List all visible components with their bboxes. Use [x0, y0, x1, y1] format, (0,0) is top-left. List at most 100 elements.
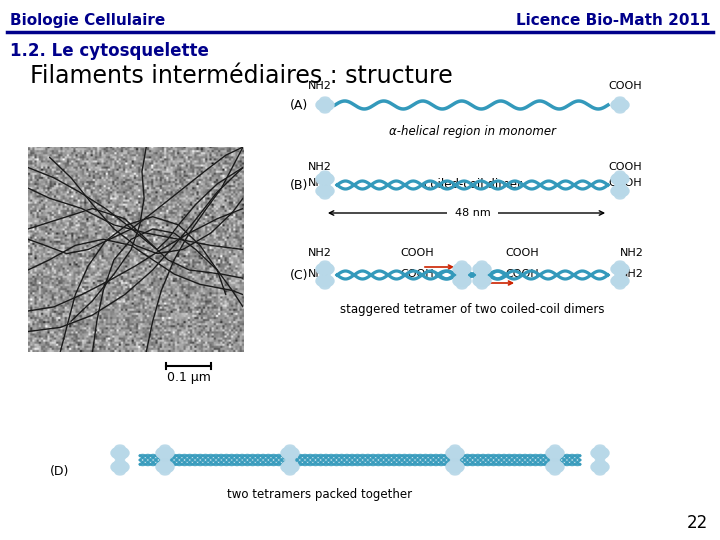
- Ellipse shape: [320, 193, 330, 199]
- Ellipse shape: [320, 183, 330, 189]
- Ellipse shape: [285, 459, 295, 465]
- Ellipse shape: [550, 445, 560, 451]
- Ellipse shape: [477, 283, 487, 289]
- Ellipse shape: [595, 445, 605, 451]
- Ellipse shape: [477, 273, 487, 279]
- Text: (A): (A): [290, 98, 308, 111]
- Ellipse shape: [316, 173, 334, 185]
- Ellipse shape: [320, 107, 330, 113]
- Text: (B): (B): [290, 179, 308, 192]
- Ellipse shape: [595, 459, 605, 465]
- Ellipse shape: [615, 273, 625, 279]
- Ellipse shape: [160, 469, 170, 475]
- Text: NH2: NH2: [308, 162, 332, 172]
- Ellipse shape: [611, 185, 629, 197]
- Text: Licence Bio-Math 2011: Licence Bio-Math 2011: [516, 13, 710, 28]
- Ellipse shape: [156, 461, 174, 473]
- Ellipse shape: [457, 283, 467, 289]
- Ellipse shape: [550, 459, 560, 465]
- Ellipse shape: [477, 261, 487, 267]
- Ellipse shape: [316, 99, 334, 111]
- Text: COOH: COOH: [505, 248, 539, 258]
- Ellipse shape: [611, 275, 629, 287]
- Text: Filaments intermédiaires : structure: Filaments intermédiaires : structure: [30, 64, 453, 88]
- Text: COOH: COOH: [608, 81, 642, 91]
- Ellipse shape: [320, 181, 330, 187]
- Ellipse shape: [473, 263, 491, 275]
- Ellipse shape: [611, 263, 629, 275]
- Text: COOH: COOH: [505, 269, 539, 279]
- Ellipse shape: [320, 271, 330, 277]
- Ellipse shape: [611, 99, 629, 111]
- Ellipse shape: [160, 455, 170, 461]
- Ellipse shape: [477, 271, 487, 277]
- Ellipse shape: [285, 469, 295, 475]
- Ellipse shape: [615, 97, 625, 103]
- Ellipse shape: [111, 447, 129, 459]
- Ellipse shape: [611, 173, 629, 185]
- Text: COOH: COOH: [400, 248, 434, 258]
- Text: COOH: COOH: [608, 178, 642, 188]
- Ellipse shape: [446, 447, 464, 459]
- Ellipse shape: [320, 171, 330, 177]
- Text: NH2: NH2: [308, 81, 332, 91]
- Text: NH2: NH2: [620, 269, 644, 279]
- Ellipse shape: [281, 461, 299, 473]
- Ellipse shape: [615, 183, 625, 189]
- Ellipse shape: [115, 455, 125, 461]
- Ellipse shape: [281, 447, 299, 459]
- Ellipse shape: [115, 445, 125, 451]
- Text: 0.1 μm: 0.1 μm: [166, 371, 210, 384]
- Ellipse shape: [457, 261, 467, 267]
- Ellipse shape: [615, 107, 625, 113]
- Ellipse shape: [457, 273, 467, 279]
- Ellipse shape: [595, 455, 605, 461]
- Ellipse shape: [320, 97, 330, 103]
- Ellipse shape: [160, 445, 170, 451]
- Ellipse shape: [615, 283, 625, 289]
- Ellipse shape: [550, 455, 560, 461]
- Ellipse shape: [285, 455, 295, 461]
- Ellipse shape: [111, 461, 129, 473]
- Text: 48 nm: 48 nm: [448, 208, 498, 218]
- Ellipse shape: [546, 447, 564, 459]
- Ellipse shape: [320, 283, 330, 289]
- Text: two tetramers packed together: two tetramers packed together: [228, 488, 413, 501]
- Ellipse shape: [115, 469, 125, 475]
- Ellipse shape: [615, 261, 625, 267]
- Ellipse shape: [156, 447, 174, 459]
- Text: NH2: NH2: [308, 178, 332, 188]
- Ellipse shape: [316, 185, 334, 197]
- Text: COOH: COOH: [608, 162, 642, 172]
- Ellipse shape: [591, 461, 609, 473]
- Text: (D): (D): [50, 465, 69, 478]
- Ellipse shape: [615, 271, 625, 277]
- Ellipse shape: [115, 459, 125, 465]
- Ellipse shape: [615, 171, 625, 177]
- Ellipse shape: [320, 273, 330, 279]
- Ellipse shape: [453, 275, 471, 287]
- Text: staggered tetramer of two coiled-coil dimers: staggered tetramer of two coiled-coil di…: [341, 303, 605, 316]
- Ellipse shape: [285, 445, 295, 451]
- Ellipse shape: [160, 459, 170, 465]
- Text: 1.2. Le cytosquelette: 1.2. Le cytosquelette: [10, 42, 209, 60]
- Ellipse shape: [453, 263, 471, 275]
- Text: NH2: NH2: [308, 269, 332, 279]
- Text: (C): (C): [290, 268, 308, 281]
- Ellipse shape: [450, 455, 460, 461]
- Ellipse shape: [316, 275, 334, 287]
- Ellipse shape: [550, 469, 560, 475]
- Ellipse shape: [591, 447, 609, 459]
- Ellipse shape: [595, 469, 605, 475]
- Ellipse shape: [546, 461, 564, 473]
- Ellipse shape: [446, 461, 464, 473]
- Text: α-helical region in monomer: α-helical region in monomer: [389, 125, 556, 138]
- Ellipse shape: [450, 459, 460, 465]
- Ellipse shape: [320, 261, 330, 267]
- Text: NH2: NH2: [308, 248, 332, 258]
- Ellipse shape: [473, 275, 491, 287]
- Ellipse shape: [457, 271, 467, 277]
- Text: Biologie Cellulaire: Biologie Cellulaire: [10, 13, 166, 28]
- Ellipse shape: [450, 445, 460, 451]
- Ellipse shape: [615, 193, 625, 199]
